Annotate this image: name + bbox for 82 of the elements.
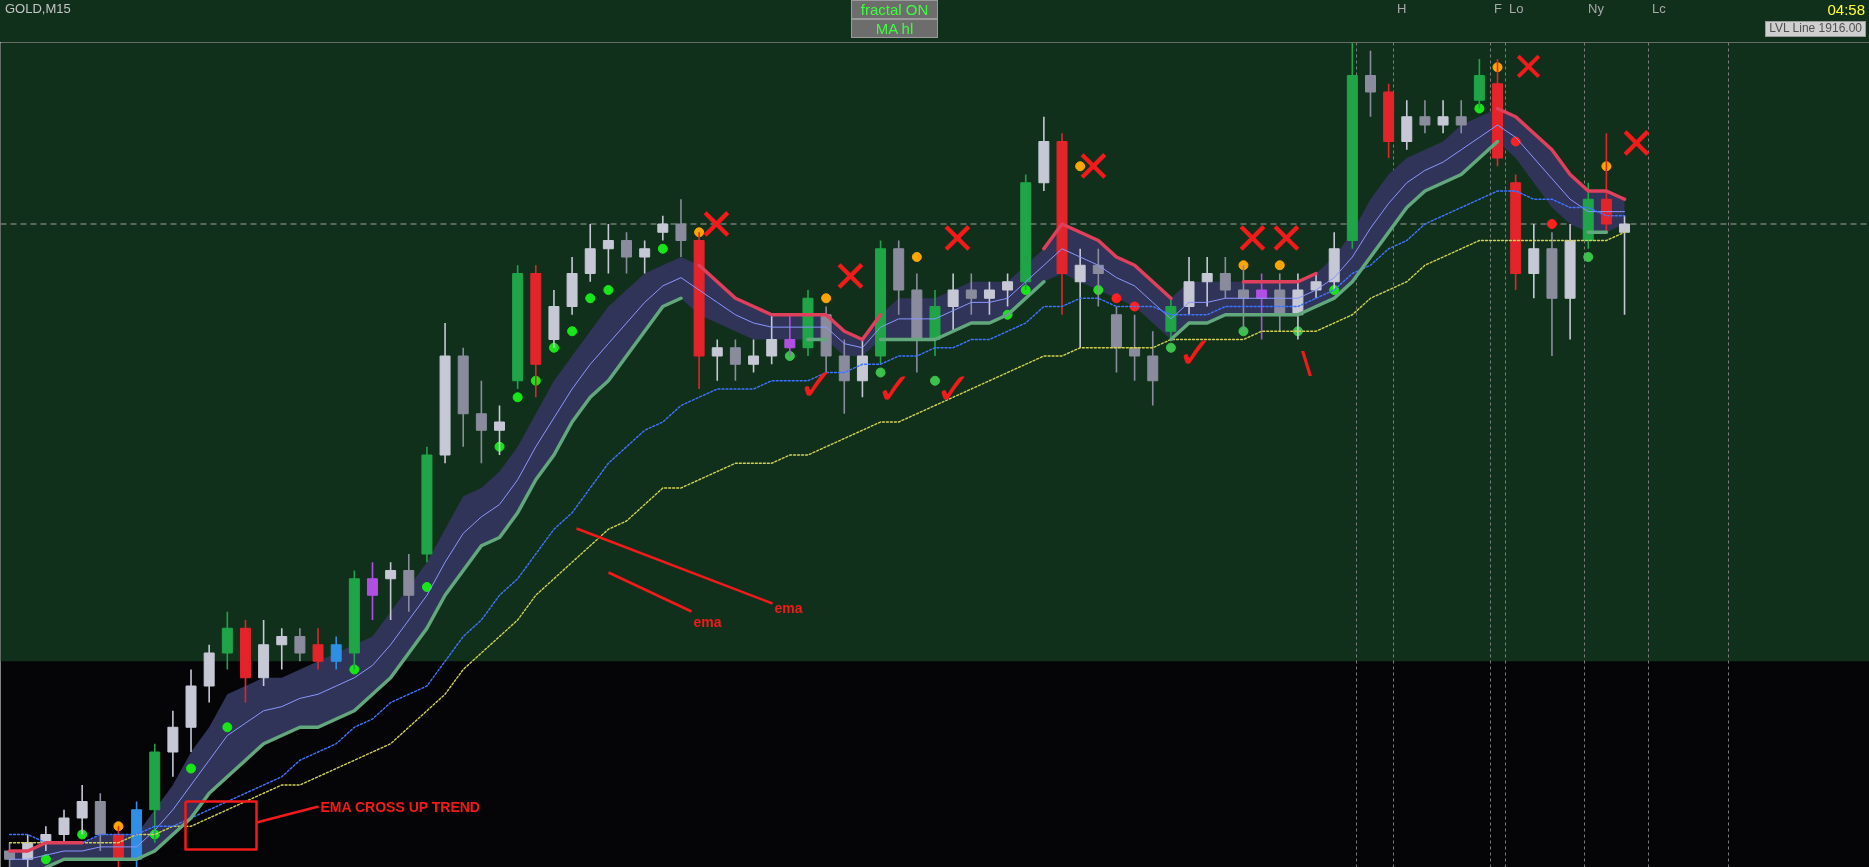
annotation: ema xyxy=(693,613,722,630)
candlestick xyxy=(965,272,977,316)
point xyxy=(1546,219,1557,229)
candlestick xyxy=(1256,272,1268,341)
candlestick xyxy=(1437,99,1449,135)
point xyxy=(911,252,922,262)
point xyxy=(1274,260,1285,271)
candlestick xyxy=(276,627,288,671)
candlestick xyxy=(947,272,959,333)
candlestick xyxy=(312,627,324,671)
text: Lo xyxy=(1509,1,1524,17)
text: H xyxy=(1397,1,1407,17)
annotation: ✕ xyxy=(832,251,869,302)
candlestick xyxy=(711,338,723,382)
annotation: ema xyxy=(774,599,803,616)
point xyxy=(512,392,523,403)
candlestick xyxy=(494,404,505,456)
point xyxy=(1111,293,1122,304)
point xyxy=(1238,260,1249,271)
candlestick xyxy=(1201,256,1213,308)
point xyxy=(1238,326,1249,337)
candlestick xyxy=(675,198,687,258)
annotation: ✕ xyxy=(1618,118,1655,169)
point xyxy=(875,367,886,378)
annotation: ✕ xyxy=(1234,213,1271,264)
candlestick xyxy=(1129,313,1141,382)
candlestick xyxy=(1002,272,1014,308)
point xyxy=(186,763,197,774)
point xyxy=(1165,342,1176,353)
candlestick xyxy=(294,627,306,663)
text: Lc xyxy=(1652,1,1666,17)
candlestick xyxy=(1074,247,1086,349)
text: LVL Line 1916.00 xyxy=(1765,21,1866,37)
point xyxy=(821,293,832,304)
candlestick xyxy=(1219,256,1231,300)
point xyxy=(421,582,432,592)
annotation: ✕ xyxy=(939,213,976,264)
annotation: ✓ xyxy=(798,359,835,410)
candlestick xyxy=(475,379,487,465)
text: F xyxy=(1494,1,1502,17)
point xyxy=(40,854,51,865)
annotation: ✕ xyxy=(1075,141,1112,192)
annotation: ✕ xyxy=(1511,43,1546,90)
text: MA hl xyxy=(851,19,938,39)
text: 04:58 xyxy=(1827,1,1865,19)
candlestick xyxy=(385,561,397,621)
point xyxy=(349,664,360,675)
candlestick xyxy=(1365,49,1376,118)
candlestick xyxy=(729,338,741,382)
candlestick xyxy=(1310,272,1322,300)
point xyxy=(113,821,124,832)
candlestick xyxy=(1455,99,1467,135)
text: Ny xyxy=(1588,1,1604,17)
candlestick xyxy=(1419,99,1431,135)
point xyxy=(603,285,614,295)
point xyxy=(567,326,578,337)
annotation: ✓ xyxy=(1177,327,1214,378)
annotation: ✓ xyxy=(935,363,972,414)
candlestick xyxy=(602,223,614,275)
candlestick xyxy=(367,561,378,621)
candlestick xyxy=(330,635,342,671)
annotation: ✕ xyxy=(1268,213,1305,264)
candlestick xyxy=(621,231,633,275)
point xyxy=(585,293,596,304)
point xyxy=(222,722,233,733)
annotation: ✓ xyxy=(876,363,913,414)
candlestick xyxy=(766,313,778,366)
point xyxy=(1583,252,1594,262)
annotation: \ xyxy=(1301,345,1313,380)
annotation: ✕ xyxy=(698,199,735,250)
point xyxy=(657,243,668,254)
candlestick xyxy=(639,239,651,275)
candlestick xyxy=(58,808,70,844)
text: GOLD,M15 xyxy=(5,1,71,17)
text: fractal ON xyxy=(851,0,938,20)
candlestick xyxy=(748,338,760,374)
candlestick xyxy=(657,214,669,242)
point xyxy=(930,375,940,386)
point xyxy=(1474,103,1485,114)
annotation: EMA CROSS UP TREND xyxy=(320,798,480,815)
candlestick xyxy=(983,280,995,316)
candlestick xyxy=(1619,214,1631,316)
